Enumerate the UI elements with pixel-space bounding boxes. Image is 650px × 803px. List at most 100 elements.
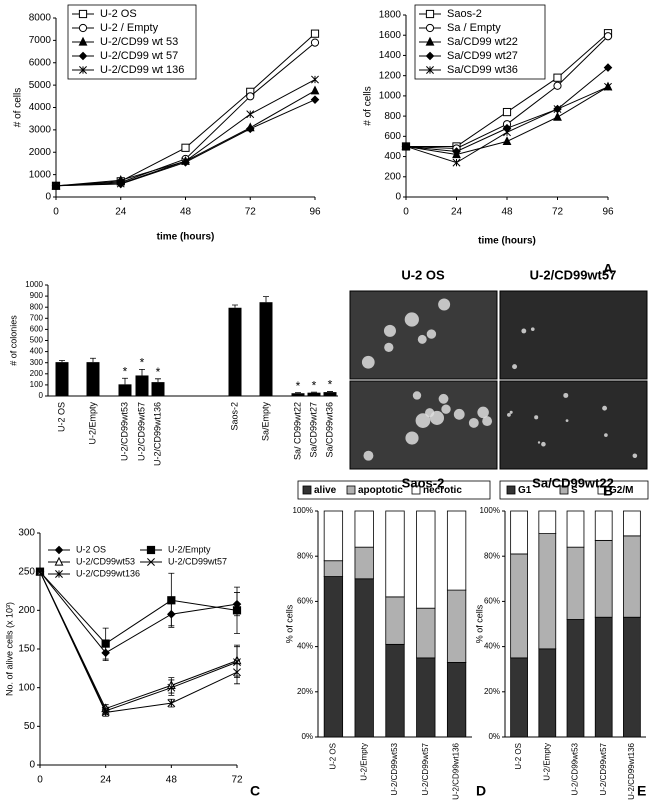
legend-label: Sa/CD99 wt36 <box>447 64 518 76</box>
marker <box>503 128 511 137</box>
y-tick-label: 0 <box>395 192 401 203</box>
bar-segment <box>623 535 641 618</box>
x-tick-label: 0 <box>403 207 409 218</box>
x-tick-label: 24 <box>115 207 127 218</box>
y-tick-label: 1000 <box>29 169 52 180</box>
legend-label: Sa / Empty <box>447 22 501 34</box>
x-tick-label: 72 <box>231 775 243 786</box>
marker <box>101 639 110 648</box>
x-axis-label: time (hours) <box>478 236 536 247</box>
colony <box>482 416 493 427</box>
marker <box>167 683 176 692</box>
colony <box>415 413 431 428</box>
y-tick-label: 3000 <box>29 125 52 136</box>
colony <box>632 453 638 459</box>
y-axis-label: # of cells <box>13 88 24 127</box>
bar-segment <box>446 589 467 663</box>
colony <box>563 392 569 398</box>
marker <box>553 105 562 113</box>
marker <box>402 142 410 151</box>
y-axis-label: # of cells <box>363 86 374 125</box>
significance-mark: * <box>140 356 145 370</box>
panel-label: D <box>476 783 486 799</box>
colony <box>468 417 479 428</box>
bar-segment <box>385 643 405 738</box>
y-tick-label: 40% <box>297 642 313 651</box>
error-bar <box>155 378 161 383</box>
y-tick-label: 5000 <box>29 80 52 91</box>
y-tick-label: 0% <box>301 732 313 741</box>
marker <box>502 107 512 117</box>
legend-label: U-2/CD99wt53 <box>76 556 135 566</box>
x-tick-label: U-2/CD99wt53 <box>571 742 580 795</box>
marker <box>36 567 44 576</box>
legend-swatch <box>559 485 569 495</box>
panel-label: C <box>250 783 260 799</box>
y-tick-label: 1400 <box>379 50 402 61</box>
y-tick-label: 80% <box>297 551 313 560</box>
x-tick-label: 48 <box>501 207 513 218</box>
bar-segment <box>323 576 344 738</box>
micrograph <box>349 290 498 380</box>
y-tick-label: 800 <box>384 111 401 122</box>
micrograph-label: U-2 OS <box>401 267 445 282</box>
x-tick-label: U-2/CD99wt53 <box>390 742 399 795</box>
bar <box>151 382 165 396</box>
y-tick-label: 6000 <box>29 57 52 68</box>
legend-label: Saos-2 <box>447 8 482 20</box>
y-tick-label: 600 <box>30 325 44 334</box>
y-tick-label: 1000 <box>25 280 43 289</box>
colony <box>537 441 541 444</box>
significance-mark: * <box>328 378 333 392</box>
x-tick-label: U-2 OS <box>514 743 523 770</box>
error-bar <box>122 377 128 385</box>
legend-label: U-2 OS <box>76 544 106 554</box>
y-tick-label: 60% <box>484 597 500 606</box>
x-tick-label: Sa/CD99wt27 <box>308 402 318 458</box>
y-tick-label: 80% <box>484 551 500 560</box>
bar <box>86 362 100 396</box>
colony <box>383 324 396 337</box>
y-tick-label: 500 <box>30 336 44 345</box>
panel-label: E <box>637 783 646 799</box>
y-tick-label: 20% <box>484 687 500 696</box>
colony <box>438 393 449 404</box>
legend-box <box>414 4 546 80</box>
marker <box>310 85 320 95</box>
colony <box>417 334 427 344</box>
x-tick-label: Sa/Empty <box>260 402 270 442</box>
y-tick-label: 0 <box>29 760 35 771</box>
bar-segment <box>594 539 613 618</box>
colony <box>412 391 422 400</box>
legend-label: alive <box>314 485 337 496</box>
colony <box>541 441 546 447</box>
colony <box>565 419 569 423</box>
x-tick-label: U-2/Empty <box>359 743 368 781</box>
series-line <box>39 571 238 645</box>
x-tick-label: U-2/CD99wt57 <box>421 742 430 795</box>
colony <box>361 355 375 369</box>
x-tick-label: U-2/CD99wt57 <box>136 402 146 461</box>
marker <box>603 63 613 72</box>
y-tick-label: 300 <box>18 528 35 539</box>
x-tick-label: U-2/CD99wt136 <box>627 742 636 799</box>
bar-segment <box>566 546 585 620</box>
legend-swatch <box>346 485 356 495</box>
x-tick-label: 96 <box>602 207 614 218</box>
marker <box>553 73 562 82</box>
x-tick-label: U-2 OS <box>56 402 66 432</box>
legend-label: G2/M <box>609 485 633 496</box>
bar <box>323 392 337 396</box>
y-tick-label: 100% <box>480 506 500 515</box>
marker <box>78 51 88 61</box>
y-tick-label: 1200 <box>379 70 402 81</box>
colony <box>441 404 451 414</box>
colony <box>384 342 394 353</box>
bar-segment <box>446 510 467 591</box>
colony <box>404 312 419 327</box>
error-bar <box>59 360 65 363</box>
marker <box>116 179 125 188</box>
marker <box>426 66 434 74</box>
marker <box>245 124 255 134</box>
marker <box>146 545 156 555</box>
